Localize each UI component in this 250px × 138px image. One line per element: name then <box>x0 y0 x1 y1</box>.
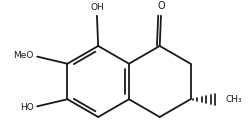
Text: HO: HO <box>20 103 33 112</box>
Text: MeO: MeO <box>13 51 33 60</box>
Text: OH: OH <box>90 3 104 12</box>
Text: O: O <box>156 1 164 11</box>
Text: CH₃: CH₃ <box>225 95 241 104</box>
